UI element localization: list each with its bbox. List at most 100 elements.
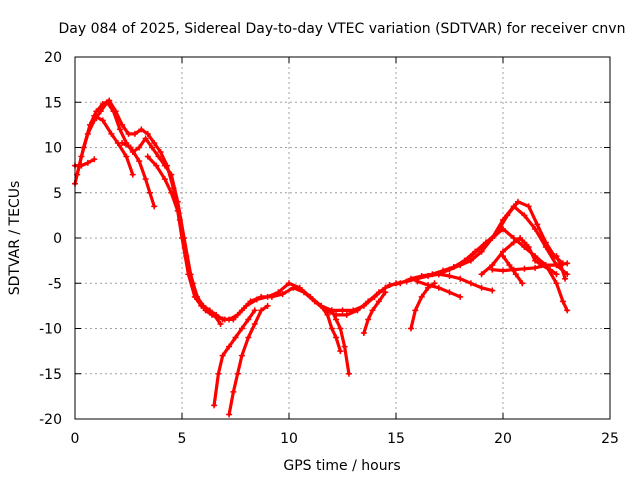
data-point [116, 126, 123, 133]
series-track-17 [489, 260, 571, 274]
data-point [112, 108, 119, 115]
data-point [149, 144, 156, 151]
data-point [519, 280, 526, 287]
data-point [127, 144, 134, 151]
y-tick-label: -15 [39, 367, 62, 383]
data-point [174, 207, 181, 214]
data-point [559, 298, 566, 305]
data-point [286, 280, 292, 287]
series-line [73, 157, 96, 168]
data-point [333, 316, 340, 323]
data-point [435, 271, 442, 278]
tick-labels: 0 5 10 15 20 25 -20 -15 -10 -5 0 5 10 15 20 [39, 50, 619, 447]
data-point [146, 189, 153, 196]
data-point [232, 334, 239, 341]
data-point [478, 284, 485, 291]
series-track-11 [360, 289, 389, 337]
data-point [290, 284, 297, 291]
y-tick-label: 0 [53, 231, 62, 247]
data-point [532, 225, 539, 232]
data-point [337, 325, 344, 332]
data-point [525, 203, 532, 210]
data-point [151, 203, 158, 210]
grid-lines [75, 57, 610, 419]
data-point [119, 139, 126, 146]
x-tick-label: 10 [280, 431, 298, 447]
data-point [80, 144, 87, 151]
data-point [457, 262, 464, 269]
data-point [99, 117, 106, 124]
data-point [341, 343, 348, 350]
data-point [230, 316, 237, 323]
data-point [446, 273, 453, 280]
data-point [108, 130, 115, 137]
data-point [365, 298, 372, 305]
data-point [226, 343, 233, 350]
data-point [397, 280, 404, 287]
data-point [512, 271, 519, 278]
data-point [211, 402, 218, 409]
y-tick-label: -5 [48, 276, 62, 292]
y-tick-label: -10 [39, 322, 62, 338]
data-point [553, 253, 560, 260]
x-tick-label: 5 [178, 431, 187, 447]
series-track-6 [144, 153, 224, 327]
data-point [382, 289, 389, 296]
data-point [191, 293, 198, 300]
data-point [238, 352, 245, 359]
y-axis-title: SDTVAR / TECUs [7, 181, 23, 296]
data-point [435, 284, 442, 291]
data-point [517, 235, 524, 241]
data-point [198, 302, 205, 309]
data-point [418, 273, 425, 280]
data-point [311, 298, 318, 305]
data-point [151, 139, 158, 146]
data-point [532, 264, 539, 271]
data-point [542, 239, 549, 246]
data-point [534, 221, 541, 228]
data-point [247, 298, 254, 305]
data-point [185, 271, 192, 278]
data-point [339, 307, 346, 314]
data-point [386, 282, 393, 289]
data-point [514, 198, 521, 205]
data-point [407, 325, 414, 332]
data-point [179, 235, 185, 241]
series-track-19 [553, 253, 569, 282]
data-point [123, 153, 130, 160]
data-point [510, 239, 517, 246]
data-point [345, 370, 352, 377]
data-point [525, 244, 532, 251]
data-point [226, 411, 233, 418]
y-tick-label: -20 [39, 412, 62, 428]
data-point [425, 282, 432, 289]
data-point [489, 266, 496, 273]
data-point [414, 278, 421, 285]
data-point [106, 97, 113, 104]
data-point [365, 316, 372, 323]
data-point [457, 293, 464, 300]
data-point [412, 307, 419, 314]
data-point [542, 262, 549, 269]
data-point [478, 244, 485, 251]
data-point [562, 275, 569, 282]
data-point [215, 370, 222, 377]
data-point [504, 212, 511, 219]
data-point [369, 307, 376, 314]
axis-ticks [74, 56, 611, 420]
data-point [86, 121, 93, 128]
data-point [279, 291, 286, 298]
x-tick-label: 15 [387, 431, 405, 447]
data-point [328, 325, 335, 332]
data-point [521, 212, 528, 219]
data-point [375, 298, 382, 305]
series-track-14 [435, 271, 496, 294]
data-point [467, 280, 474, 287]
data-point [93, 108, 100, 115]
y-tick-label: 15 [44, 95, 62, 111]
data-point [258, 293, 265, 300]
x-tick-label: 0 [71, 431, 80, 447]
data-point [238, 325, 245, 332]
data-point [144, 153, 151, 160]
